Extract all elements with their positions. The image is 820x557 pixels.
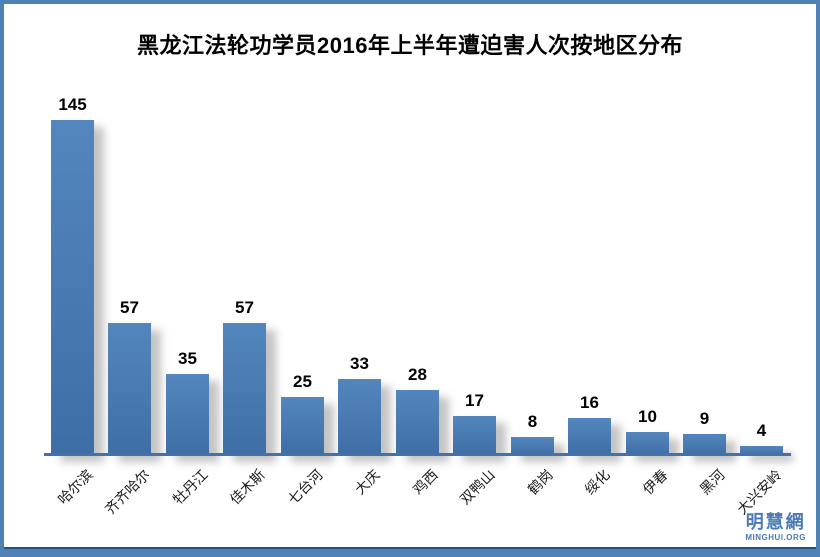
watermark-site-text: MINGHUI.ORG bbox=[745, 533, 806, 542]
bar-value-label: 9 bbox=[699, 409, 710, 428]
bar-value-label: 145 bbox=[58, 95, 87, 114]
bar-大兴安岭 bbox=[740, 446, 783, 455]
bar-七台河 bbox=[281, 397, 324, 455]
bar-双鸭山 bbox=[453, 416, 496, 455]
bar-value-label: 17 bbox=[465, 391, 484, 410]
bar-牡丹江 bbox=[166, 374, 209, 455]
bar-绥化 bbox=[568, 418, 611, 455]
bar-黑河 bbox=[683, 434, 726, 455]
bar-value-label: 57 bbox=[235, 298, 254, 317]
bar-value-label: 35 bbox=[178, 349, 197, 368]
bar-齐齐哈尔 bbox=[108, 323, 151, 455]
bar-伊春 bbox=[626, 432, 669, 455]
bar-佳木斯 bbox=[223, 323, 266, 455]
frame-bottom-strip bbox=[4, 547, 816, 557]
bar-value-label: 25 bbox=[293, 372, 312, 391]
watermark-logo-text: 明慧網 bbox=[745, 512, 806, 532]
bar-大庆 bbox=[338, 379, 381, 455]
bar-哈尔滨 bbox=[51, 120, 94, 455]
x-axis-line bbox=[44, 453, 791, 456]
bar-value-label: 16 bbox=[580, 393, 599, 412]
plot-area: 145 哈尔滨 57 齐齐哈尔 35 牡丹江 57 佳木斯 25 七台河 33 大庆 28 鸡西 17 双鸭山… bbox=[4, 4, 816, 557]
bar-value-label: 57 bbox=[120, 298, 139, 317]
bar-鹤岗 bbox=[511, 437, 554, 455]
bar-鸡西 bbox=[396, 390, 439, 455]
bar-value-label: 8 bbox=[527, 412, 538, 431]
bar-value-label: 28 bbox=[408, 365, 427, 384]
bar-value-label: 10 bbox=[638, 407, 657, 426]
watermark: 明慧網 MINGHUI.ORG bbox=[745, 513, 806, 542]
bar-value-label: 4 bbox=[756, 421, 767, 440]
bar-value-label: 33 bbox=[350, 354, 369, 373]
chart-title: 黑龙江法轮功学员2016年上半年遭迫害人次按地区分布 bbox=[137, 33, 683, 58]
